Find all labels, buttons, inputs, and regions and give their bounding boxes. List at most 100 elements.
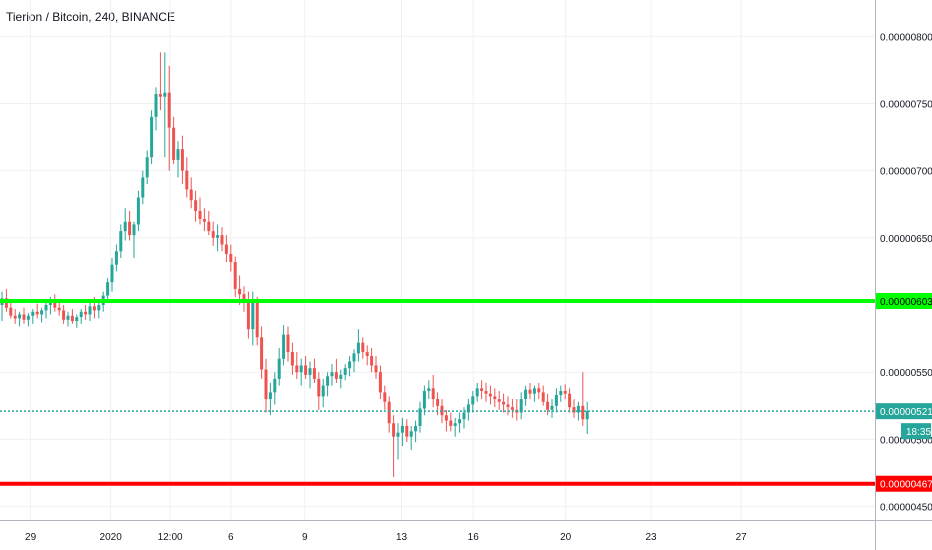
price-tick-label: 0.00000750 xyxy=(880,99,932,110)
candle-body xyxy=(167,92,171,128)
candle-body xyxy=(510,407,514,410)
candle-body xyxy=(418,408,422,426)
time-tick-label: 12:00 xyxy=(158,532,183,543)
candle-body xyxy=(62,310,66,320)
countdown-label: 18:35 xyxy=(906,427,931,438)
candle-body xyxy=(141,177,145,198)
price-tick-label: 0.00000500 xyxy=(880,435,932,446)
candle-body xyxy=(233,262,237,289)
candle-body xyxy=(216,235,220,238)
candle-body xyxy=(145,157,149,178)
candle-body xyxy=(480,388,484,392)
candle-body xyxy=(224,244,228,254)
candle-body xyxy=(458,419,462,424)
time-tick-label: 2020 xyxy=(100,532,123,543)
candle-body xyxy=(299,365,303,373)
candle-body xyxy=(334,372,338,379)
candle-body xyxy=(585,411,589,420)
candle-body xyxy=(172,127,176,160)
candle-body xyxy=(79,311,83,318)
candle-body xyxy=(150,116,154,158)
candle-body xyxy=(550,405,554,410)
candle-body xyxy=(339,374,343,379)
candle-body xyxy=(185,170,189,190)
time-tick-label: 13 xyxy=(396,532,408,543)
candle-body xyxy=(374,365,378,373)
candle-body xyxy=(114,251,118,265)
candle-body xyxy=(576,405,580,413)
candle-body xyxy=(31,311,35,316)
candle-body xyxy=(176,149,180,160)
candle-body xyxy=(484,391,488,394)
candle-body xyxy=(48,300,52,306)
last-price-label: 0.00000521 xyxy=(880,407,932,418)
candle-body xyxy=(343,368,347,375)
candle-body xyxy=(57,307,61,311)
candle-body xyxy=(9,307,13,316)
candle-body xyxy=(128,221,132,236)
candle-body xyxy=(466,404,470,413)
candle-body xyxy=(123,221,127,232)
candle-body xyxy=(290,352,294,366)
candle-body xyxy=(88,306,92,315)
candle-body xyxy=(211,231,215,238)
candle-body xyxy=(251,302,255,330)
resistance-price-label: 0.00000467 xyxy=(880,480,932,491)
candle-body xyxy=(352,353,356,362)
candle-body xyxy=(330,372,334,377)
candle-body xyxy=(475,388,479,397)
candle-body xyxy=(506,404,510,408)
candle-body xyxy=(110,264,114,283)
candle-body xyxy=(436,399,440,406)
price-tick-label: 0.00000700 xyxy=(880,167,932,178)
candle-body xyxy=(361,342,365,353)
candle-body xyxy=(53,300,57,308)
candle-body xyxy=(449,420,453,426)
candle-body xyxy=(462,412,466,420)
candle-body xyxy=(356,342,360,354)
time-tick-label: 23 xyxy=(645,532,657,543)
candle-body xyxy=(405,425,409,437)
candle-body xyxy=(70,315,74,322)
time-tick-label: 6 xyxy=(228,532,234,543)
last-price-tag xyxy=(876,403,932,420)
candle-body xyxy=(317,378,321,397)
candle-body xyxy=(92,306,96,311)
support-price-label: 0.00000603 xyxy=(880,297,932,308)
candle-body xyxy=(365,352,369,357)
candle-body xyxy=(568,393,572,408)
candle-body xyxy=(427,388,431,392)
candle-body xyxy=(453,423,457,426)
candle-body xyxy=(273,378,277,393)
candle-body xyxy=(554,395,558,406)
candle-body xyxy=(66,315,70,320)
candle-body xyxy=(154,94,158,117)
candle-body xyxy=(537,388,541,393)
resistance-price-tag xyxy=(876,475,932,492)
candle-body xyxy=(97,305,101,311)
candle-body xyxy=(202,219,206,222)
candle-body xyxy=(431,388,435,400)
candle-body xyxy=(572,407,576,413)
candle-body xyxy=(488,393,492,397)
candle-body xyxy=(304,365,308,375)
candle-body xyxy=(559,391,563,396)
candle-body xyxy=(286,334,290,353)
candle-body xyxy=(207,221,211,232)
candle-body xyxy=(40,310,44,315)
candle-body xyxy=(106,282,110,296)
candle-body xyxy=(581,405,585,420)
price-tick-label: 0.00000550 xyxy=(880,368,932,379)
candle-body xyxy=(84,311,88,315)
time-tick-label: 29 xyxy=(25,532,37,543)
time-tick-label: 20 xyxy=(560,532,572,543)
candle-body xyxy=(321,385,325,397)
candle-body xyxy=(370,356,374,366)
candle-body xyxy=(35,311,39,315)
time-tick-label: 9 xyxy=(302,532,308,543)
candle-body xyxy=(194,200,198,211)
candle-body xyxy=(26,315,30,320)
candle-body xyxy=(246,302,250,330)
candle-body xyxy=(132,224,136,236)
